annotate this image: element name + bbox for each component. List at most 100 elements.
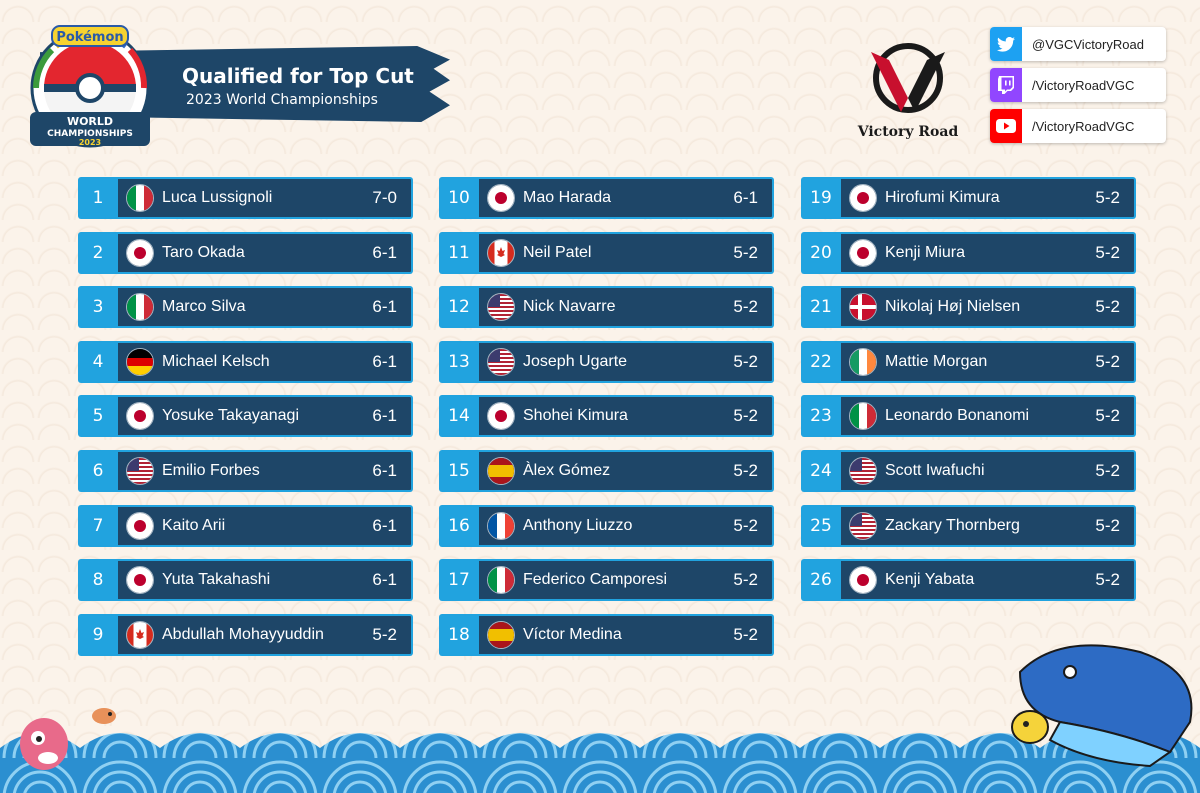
player-name: Yosuke Takayanagi: [162, 407, 299, 424]
player-record: 5-2: [1095, 297, 1120, 316]
player-name: Anthony Liuzzo: [523, 517, 633, 534]
player-card: Yosuke Takayanagi 6-1: [118, 395, 413, 437]
rank-number: 8: [78, 559, 118, 601]
standings-row: 4 Michael Kelsch 6-1: [78, 341, 413, 383]
player-card: Shohei Kimura 5-2: [479, 395, 774, 437]
player-record: 5-2: [733, 406, 758, 425]
player-card: Hirofumi Kimura 5-2: [841, 177, 1136, 219]
player-record: 5-2: [733, 297, 758, 316]
twitter-icon: [990, 27, 1022, 61]
italy-flag: [849, 402, 877, 430]
standings-row: 24 Scott Iwafuchi 5-2: [801, 450, 1136, 492]
player-record: 7-0: [372, 188, 397, 207]
victory-road-logo: Victory Road: [857, 43, 959, 140]
player-record: 6-1: [372, 570, 397, 589]
standings-row: 17 Federico Camporesi 5-2: [439, 559, 774, 601]
player-name: Neil Patel: [523, 244, 592, 261]
standings-row: 12 Nick Navarre 5-2: [439, 286, 774, 328]
player-record: 6-1: [733, 188, 758, 207]
standings-row: 1 Luca Lussignoli 7-0: [78, 177, 413, 219]
rank-number: 20: [801, 232, 841, 274]
player-name: Leonardo Bonanomi: [885, 407, 1030, 424]
player-record: 6-1: [372, 297, 397, 316]
italy-flag: [126, 184, 154, 212]
player-record: 5-2: [1095, 243, 1120, 262]
youtube-link[interactable]: /VictoryRoadVGC: [990, 109, 1166, 143]
player-card: Neil Patel 5-2: [479, 232, 774, 274]
japan-flag: [849, 184, 877, 212]
rank-number: 24: [801, 450, 841, 492]
rank-number: 16: [439, 505, 479, 547]
player-record: 6-1: [372, 243, 397, 262]
event-logo-year-text: 2023: [79, 138, 101, 147]
standings-row: 19 Hirofumi Kimura 5-2: [801, 177, 1136, 219]
player-name: Scott Iwafuchi: [885, 462, 985, 479]
decorative-waves: [0, 733, 1200, 793]
standings-row: 14 Shohei Kimura 5-2: [439, 395, 774, 437]
ireland-flag: [849, 348, 877, 376]
japan-flag: [487, 184, 515, 212]
rank-number: 2: [78, 232, 118, 274]
player-name: Federico Camporesi: [523, 571, 668, 588]
brand-name-text: Victory Road: [857, 124, 959, 140]
player-record: 5-2: [1095, 461, 1120, 480]
event-logo-pokemon-text: Pokémon: [56, 30, 123, 45]
player-name: Kenji Miura: [885, 244, 966, 261]
rank-number: 3: [78, 286, 118, 328]
twitch-link[interactable]: /VictoryRoadVGC: [990, 68, 1166, 102]
japan-flag: [126, 402, 154, 430]
denmark-flag: [849, 293, 877, 321]
usa-flag: [849, 512, 877, 540]
player-name: Kaito Arii: [162, 517, 226, 534]
rank-number: 22: [801, 341, 841, 383]
player-name: Joseph Ugarte: [523, 353, 628, 370]
standings-row: 3 Marco Silva 6-1: [78, 286, 413, 328]
canada-flag: [487, 239, 515, 267]
standings-row: 20 Kenji Miura 5-2: [801, 232, 1136, 274]
rank-number: 1: [78, 177, 118, 219]
japan-flag: [126, 239, 154, 267]
player-name: Nick Navarre: [523, 298, 616, 315]
player-name: Marco Silva: [162, 298, 246, 315]
rank-number: 25: [801, 505, 841, 547]
player-record: 5-2: [733, 570, 758, 589]
player-record: 6-1: [372, 516, 397, 535]
rank-number: 5: [78, 395, 118, 437]
event-logo-world-text: WORLD: [67, 115, 113, 128]
world-championships-logo: Pokémon WORLD CHAMPIONSHIPS 2023: [30, 25, 150, 148]
standings-row: 23 Leonardo Bonanomi 5-2: [801, 395, 1136, 437]
player-record: 6-1: [372, 352, 397, 371]
player-record: 5-2: [733, 516, 758, 535]
player-card: Mao Harada 6-1: [479, 177, 774, 219]
player-card: Kenji Miura 5-2: [841, 232, 1136, 274]
player-card: Marco Silva 6-1: [118, 286, 413, 328]
twitter-link[interactable]: @VGCVictoryRoad: [990, 27, 1166, 61]
rank-number: 12: [439, 286, 479, 328]
standings-row: 15 Àlex Gómez 5-2: [439, 450, 774, 492]
standings-row: 18 Víctor Medina 5-2: [439, 614, 774, 656]
player-name: Michael Kelsch: [162, 353, 270, 370]
player-record: 5-2: [733, 625, 758, 644]
page-subtitle: 2023 World Championships: [186, 92, 378, 108]
japan-flag: [849, 239, 877, 267]
player-name: Àlex Gómez: [523, 462, 611, 479]
player-name: Mattie Morgan: [885, 353, 988, 370]
player-card: Luca Lussignoli 7-0: [118, 177, 413, 219]
player-card: Taro Okada 6-1: [118, 232, 413, 274]
spain-flag: [487, 621, 515, 649]
rank-number: 15: [439, 450, 479, 492]
standings-row: 2 Taro Okada 6-1: [78, 232, 413, 274]
player-card: Federico Camporesi 5-2: [479, 559, 774, 601]
standings-row: 9 Abdullah Mohayyuddin 5-2: [78, 614, 413, 656]
standings-row: 8 Yuta Takahashi 6-1: [78, 559, 413, 601]
usa-flag: [849, 457, 877, 485]
rank-number: 13: [439, 341, 479, 383]
standings-row: 10 Mao Harada 6-1: [439, 177, 774, 219]
japan-flag: [487, 402, 515, 430]
standings-row: 16 Anthony Liuzzo 5-2: [439, 505, 774, 547]
player-record: 5-2: [733, 243, 758, 262]
player-card: Scott Iwafuchi 5-2: [841, 450, 1136, 492]
player-name: Mao Harada: [523, 189, 612, 206]
player-card: Anthony Liuzzo 5-2: [479, 505, 774, 547]
player-card: Nikolaj Høj Nielsen 5-2: [841, 286, 1136, 328]
